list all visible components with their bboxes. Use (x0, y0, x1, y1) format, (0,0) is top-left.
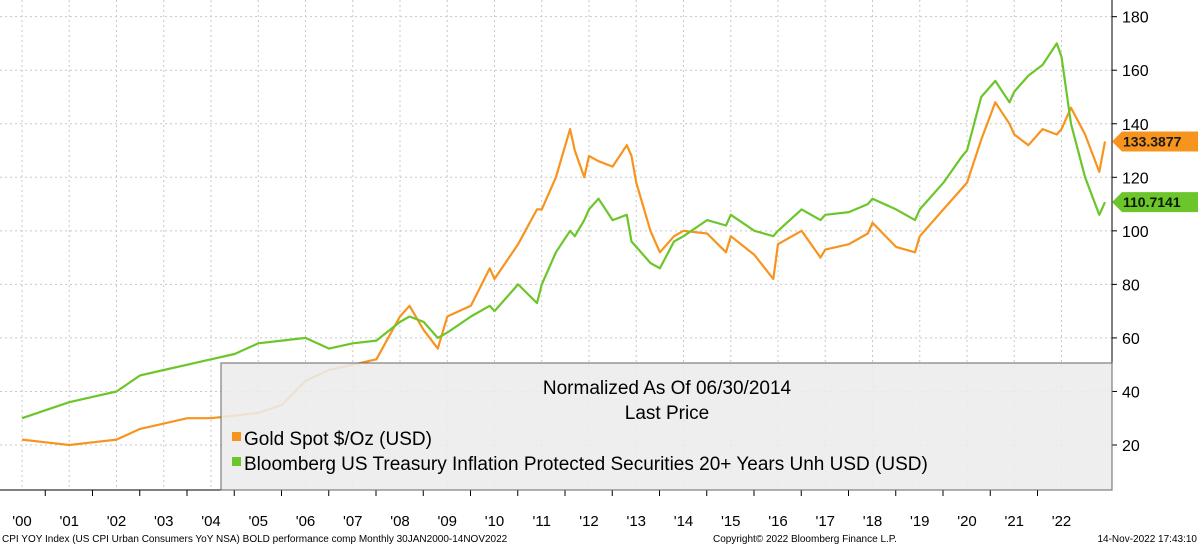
legend-entry-gold: Gold Spot $/Oz (USD) (244, 429, 432, 450)
x-tick-label: '16 (768, 513, 788, 530)
x-tick-label: '04 (201, 513, 221, 530)
y-tick-label: 100 (1122, 224, 1149, 241)
x-tick-label: '15 (721, 513, 741, 530)
footer-source: CPI YOY Index (US CPI Urban Consumers Yo… (2, 534, 508, 545)
x-tick-label: '07 (343, 513, 363, 530)
x-tick-label: '05 (248, 513, 268, 530)
x-tick-label: '17 (815, 513, 835, 530)
x-tick-label: '12 (579, 513, 599, 530)
footer-timestamp: 14-Nov-2022 17:43:10 (1097, 534, 1197, 545)
y-tick-label: 60 (1122, 331, 1140, 348)
x-tick-label: '10 (485, 513, 505, 530)
footer-copyright: Copyright© 2022 Bloomberg Finance L.P. (713, 534, 897, 545)
x-tick-label: '18 (863, 513, 883, 530)
y-tick-label: 140 (1122, 117, 1149, 134)
x-tick-label: '02 (107, 513, 127, 530)
x-tick-label: '08 (390, 513, 410, 530)
last-price-tag (1112, 131, 1198, 152)
last-price-gold: 133.3877 (1112, 131, 1198, 152)
legend-swatch-tips (232, 457, 241, 466)
y-tick-label: 120 (1122, 170, 1149, 187)
x-tick-label: '21 (1004, 513, 1024, 530)
last-price-value: 110.7141 (1123, 194, 1181, 210)
x-tick-label: '06 (296, 513, 316, 530)
x-tick-label: '01 (59, 513, 79, 530)
last-price-tips: 110.7141 (1112, 192, 1198, 213)
series-line-tips (21, 42, 1107, 420)
x-tick-label: '13 (626, 513, 646, 530)
last-price-tag (1112, 192, 1198, 213)
legend-title: Normalized As Of 06/30/2014 (543, 378, 792, 399)
x-tick-label: '11 (533, 513, 551, 530)
legend-entry-tips: Bloomberg US Treasury Inflation Protecte… (244, 454, 928, 475)
y-tick-label: 180 (1122, 10, 1149, 27)
x-tick-label: '20 (957, 513, 977, 530)
grid-layer (0, 0, 1112, 490)
y-tick-label: 40 (1122, 384, 1140, 401)
last-price-value: 133.3877 (1123, 133, 1182, 149)
legend-swatch-gold (232, 432, 241, 441)
x-axis-ticks: '00 '01 '02 '03 '04 '05 '06 '07 '08 '09 '10 '11 '12 '… (12, 490, 1072, 530)
legend-subtitle: Last Price (625, 403, 709, 424)
x-tick-label: '00 (12, 513, 32, 530)
legend-background (220, 362, 1113, 491)
x-tick-label: '14 (674, 513, 694, 530)
y-tick-label: 160 (1122, 63, 1149, 80)
y-axis-ticks: 20 40 60 80 100 120 140 160 180 (1112, 10, 1149, 455)
x-tick-label: '22 (1052, 513, 1072, 530)
x-tick-label: '03 (154, 513, 174, 530)
legend-box: Normalized As Of 06/30/2014 Last Price G… (220, 362, 1113, 491)
last-price-labels: 133.3877 110.7141 (1112, 131, 1198, 213)
y-tick-label: 20 (1122, 438, 1140, 455)
x-tick-label: '19 (910, 513, 930, 530)
x-tick-label: '09 (437, 513, 457, 530)
y-tick-label: 80 (1122, 277, 1140, 294)
